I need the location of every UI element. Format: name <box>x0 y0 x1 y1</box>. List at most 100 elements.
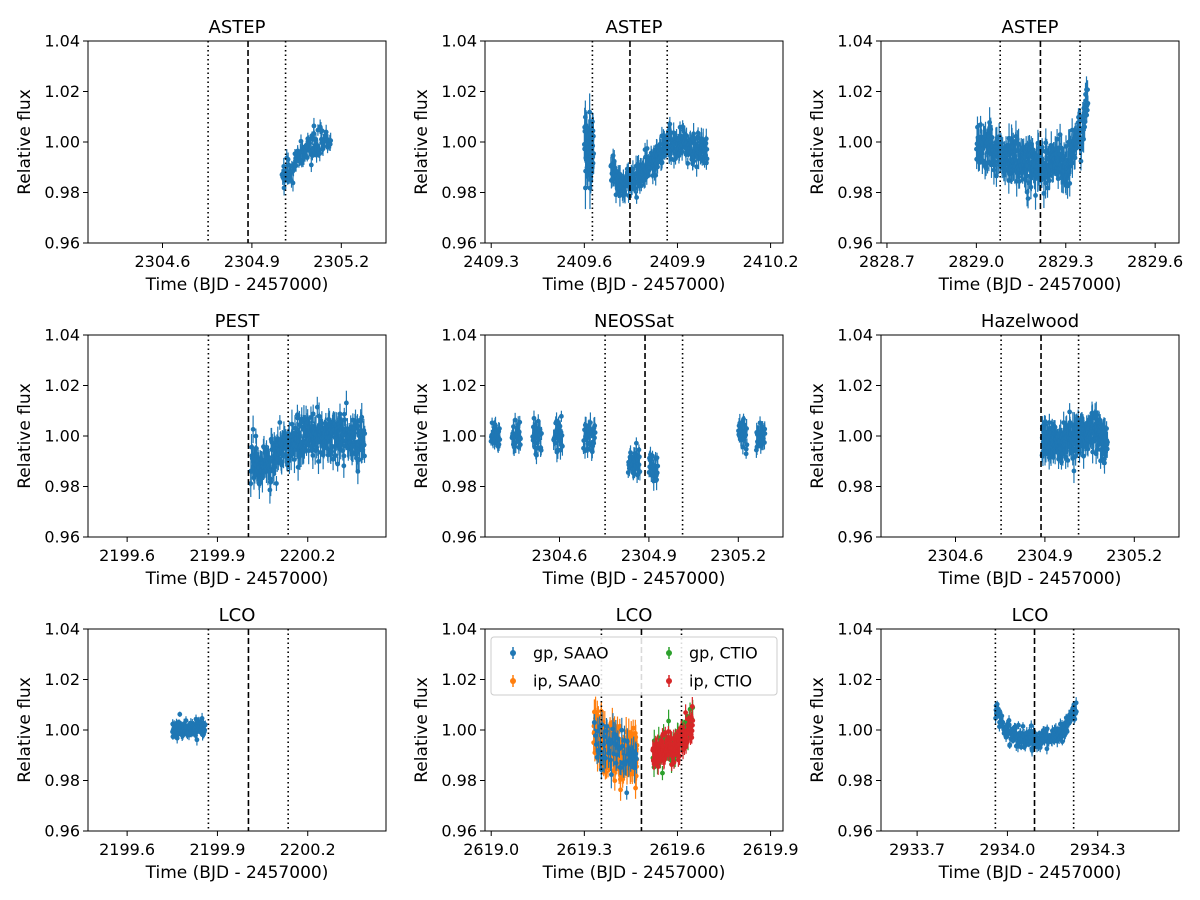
data-series <box>974 76 1091 210</box>
data-point <box>592 430 598 435</box>
data-point <box>592 720 597 725</box>
x-tick-label: 2304.9 <box>621 546 677 565</box>
data-point <box>538 447 544 453</box>
data-point <box>685 160 691 166</box>
panel-3: ASTEP Relative flux Time (BJD - 2457000)… <box>808 17 1183 295</box>
x-tick-label: 2199.6 <box>99 840 155 859</box>
panel-title: ASTEP <box>209 17 266 38</box>
y-tick-label: 0.96 <box>441 528 477 547</box>
data-point <box>268 479 274 485</box>
panel-8: LCO Relative flux Time (BJD - 2457000) 0… <box>412 605 799 883</box>
x-tick-label: 2199.9 <box>189 840 245 859</box>
data-point <box>603 755 608 761</box>
y-tick-label: 0.98 <box>837 183 873 202</box>
data-point <box>666 718 672 724</box>
y-tick-label: 0.98 <box>837 477 873 496</box>
data-point <box>667 121 673 127</box>
data-point <box>539 431 544 436</box>
data-point <box>654 477 660 483</box>
data-point <box>341 453 347 459</box>
data-point <box>1081 453 1087 459</box>
plot-area <box>248 390 368 504</box>
data-point <box>319 128 325 134</box>
data-point <box>602 734 608 740</box>
x-tick-label: 2410.2 <box>743 252 799 271</box>
data-point <box>202 727 208 733</box>
data-point <box>587 420 593 426</box>
data-point <box>517 419 523 425</box>
data-point <box>355 423 361 429</box>
x-axis-label: Time (BJD - 2457000) <box>938 569 1122 589</box>
data-point <box>654 455 660 461</box>
axes-frame <box>880 334 1180 538</box>
data-point <box>743 432 749 438</box>
data-point <box>659 160 665 165</box>
data-point <box>292 457 297 462</box>
data-point <box>304 155 310 161</box>
data-series <box>650 697 696 775</box>
y-tick-label: 0.98 <box>44 183 80 202</box>
data-point <box>1085 87 1090 93</box>
data-point <box>281 185 287 191</box>
x-tick-label: 2304.9 <box>224 252 280 271</box>
x-axis-label: Time (BJD - 2457000) <box>145 275 329 295</box>
panel-title: NEOSSat <box>594 311 674 332</box>
data-point <box>612 778 618 784</box>
y-tick-label: 1.04 <box>441 32 477 51</box>
x-tick-label: 2828.7 <box>859 252 915 271</box>
y-tick-label: 1.02 <box>837 376 873 395</box>
data-point <box>619 727 625 733</box>
x-tick-label: 2829.0 <box>948 252 1004 271</box>
data-point <box>343 400 349 406</box>
y-tick-label: 0.98 <box>441 477 477 496</box>
y-tick-label: 0.98 <box>44 771 80 790</box>
data-point <box>691 131 697 137</box>
data-point <box>660 154 666 160</box>
data-point <box>743 446 749 452</box>
x-tick-label: 2829.3 <box>1038 252 1094 271</box>
y-tick-label: 0.98 <box>441 183 477 202</box>
x-axis-label: Time (BJD - 2457000) <box>542 275 726 295</box>
y-axis-label: Relative flux <box>15 89 35 195</box>
panel-1: ASTEP Relative flux Time (BJD - 2457000)… <box>15 17 387 295</box>
x-tick-label: 2304.6 <box>135 252 191 271</box>
panel-title: Hazelwood <box>981 311 1079 332</box>
panel-title: ASTEP <box>1002 17 1059 38</box>
data-point <box>655 764 661 770</box>
data-series <box>170 711 208 746</box>
data-point <box>703 136 709 142</box>
data-point <box>593 733 598 738</box>
data-point <box>762 431 768 436</box>
y-axis-label: Relative flux <box>15 383 35 489</box>
data-point <box>293 163 299 169</box>
data-point <box>333 453 338 459</box>
data-series <box>1039 401 1110 484</box>
data-point <box>361 442 367 448</box>
data-point <box>1105 439 1110 445</box>
y-tick-label: 1.00 <box>44 133 80 152</box>
x-tick-label: 2305.2 <box>710 546 766 565</box>
data-point <box>279 462 285 468</box>
y-axis-label: Relative flux <box>808 89 828 195</box>
data-point <box>194 737 200 743</box>
x-axis-label: Time (BJD - 2457000) <box>542 569 726 589</box>
data-point <box>587 109 593 115</box>
y-tick-label: 1.00 <box>44 721 80 740</box>
data-point <box>644 146 650 151</box>
y-tick-label: 0.96 <box>44 822 80 841</box>
data-point <box>560 443 565 449</box>
data-point <box>617 193 623 198</box>
data-point <box>253 433 259 439</box>
y-tick-label: 1.00 <box>441 133 477 152</box>
x-tick-label: 2199.6 <box>99 546 155 565</box>
data-point <box>665 729 671 734</box>
x-tick-label: 2305.2 <box>1106 546 1162 565</box>
x-axis-label: Time (BJD - 2457000) <box>542 863 726 883</box>
panel-6: Hazelwood Relative flux Time (BJD - 2457… <box>808 311 1180 589</box>
plot-area <box>279 117 334 196</box>
data-point <box>356 457 362 463</box>
data-point <box>1043 140 1049 146</box>
data-point <box>617 723 623 729</box>
x-axis-label: Time (BJD - 2457000) <box>938 275 1122 295</box>
data-point <box>559 433 565 438</box>
